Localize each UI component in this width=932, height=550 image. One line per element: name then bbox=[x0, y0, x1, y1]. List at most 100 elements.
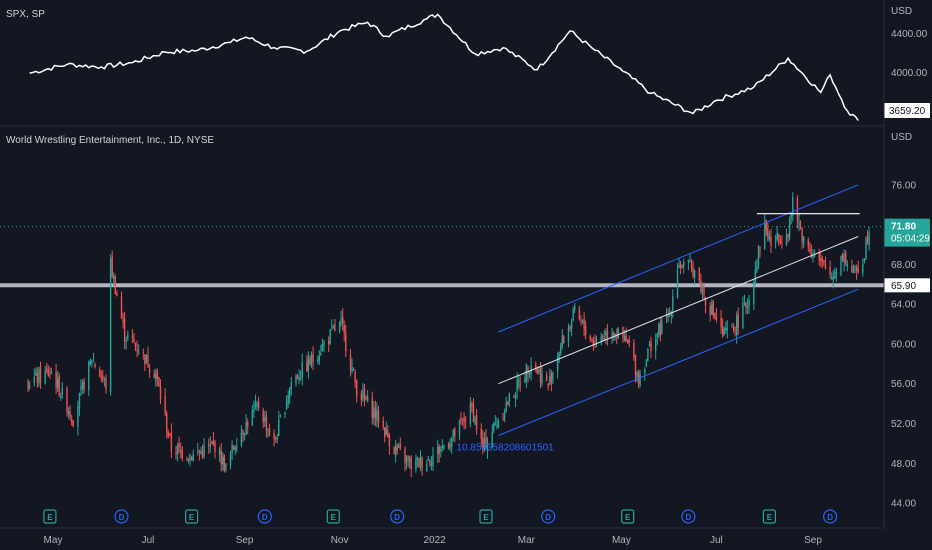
candle bbox=[175, 452, 177, 455]
candle bbox=[581, 320, 584, 323]
candle bbox=[334, 324, 336, 331]
candle bbox=[524, 379, 526, 383]
candle bbox=[360, 393, 363, 400]
candle bbox=[458, 420, 461, 436]
candle bbox=[574, 306, 576, 310]
candle bbox=[374, 407, 377, 419]
dividend-event-marker[interactable] bbox=[822, 509, 838, 524]
candle bbox=[589, 335, 591, 340]
candle bbox=[550, 373, 553, 383]
candle bbox=[28, 385, 31, 388]
candle bbox=[536, 369, 538, 374]
dividend-event-marker[interactable] bbox=[541, 509, 556, 524]
candle bbox=[432, 455, 434, 466]
candle bbox=[100, 377, 102, 379]
candle bbox=[429, 460, 431, 464]
candle bbox=[753, 282, 755, 304]
candle bbox=[92, 361, 95, 363]
candle bbox=[268, 428, 271, 436]
candle bbox=[659, 322, 662, 336]
candle bbox=[701, 289, 704, 292]
candle bbox=[122, 319, 124, 322]
candle bbox=[131, 336, 134, 338]
dividend-event-marker[interactable] bbox=[681, 509, 696, 524]
channel-lower-line[interactable] bbox=[498, 288, 859, 436]
dividend-event-marker[interactable] bbox=[114, 509, 129, 524]
candle bbox=[385, 428, 387, 435]
candle bbox=[602, 336, 604, 338]
earnings-event-marker[interactable] bbox=[326, 509, 340, 524]
candle bbox=[81, 382, 84, 389]
candle bbox=[862, 264, 864, 273]
candle bbox=[317, 360, 319, 362]
candle bbox=[745, 302, 747, 308]
wwe-tick-label: 76.00 bbox=[891, 180, 916, 191]
candle bbox=[273, 432, 275, 439]
candle bbox=[790, 214, 792, 219]
wwe-candles bbox=[27, 192, 870, 478]
candle bbox=[647, 349, 649, 361]
wwe-channel[interactable]: 10.853358208601501 bbox=[456, 184, 860, 454]
candle bbox=[285, 401, 288, 410]
dividend-event-marker[interactable] bbox=[257, 509, 272, 524]
earnings-event-marker[interactable] bbox=[43, 509, 57, 524]
candle bbox=[792, 196, 794, 216]
candle bbox=[331, 326, 333, 328]
candle bbox=[726, 328, 728, 330]
channel-upper-line[interactable] bbox=[498, 184, 859, 333]
candle bbox=[648, 343, 651, 347]
wwe-tick-label: 44.00 bbox=[891, 499, 916, 510]
wwe-drawings[interactable] bbox=[0, 226, 884, 288]
candle bbox=[803, 236, 805, 244]
candle bbox=[419, 456, 422, 466]
candle bbox=[812, 256, 814, 259]
spx-tick-label: 4000.00 bbox=[891, 68, 928, 79]
candle bbox=[742, 303, 744, 328]
earnings-event-marker[interactable] bbox=[185, 509, 199, 524]
candle bbox=[60, 395, 62, 398]
candle bbox=[451, 438, 453, 447]
candle bbox=[709, 306, 711, 316]
candle bbox=[823, 260, 825, 263]
candle bbox=[725, 327, 727, 330]
earnings-event-letter: E bbox=[625, 513, 631, 522]
candle bbox=[328, 340, 330, 344]
candle bbox=[570, 322, 573, 329]
candle bbox=[704, 297, 707, 306]
candle bbox=[474, 417, 476, 425]
candle bbox=[147, 355, 149, 368]
time-tick-label: May bbox=[44, 535, 63, 546]
candle bbox=[482, 438, 484, 448]
candle bbox=[443, 445, 445, 449]
candle bbox=[840, 255, 842, 275]
candle bbox=[556, 357, 559, 371]
candle bbox=[636, 372, 638, 378]
candle bbox=[693, 270, 696, 278]
channel-middle-line[interactable] bbox=[498, 236, 859, 385]
candle bbox=[295, 376, 297, 384]
candle bbox=[296, 375, 299, 379]
candle bbox=[55, 372, 57, 388]
candle bbox=[851, 266, 853, 273]
candle bbox=[88, 361, 90, 391]
candle bbox=[234, 447, 236, 450]
candle bbox=[491, 431, 493, 446]
candle bbox=[398, 446, 400, 448]
earnings-event-letter: E bbox=[189, 513, 195, 522]
candle bbox=[47, 370, 49, 376]
time-axis: May Jul Sep Nov 2022 Mar May Jul Sep bbox=[0, 0, 885, 546]
earnings-event-marker[interactable] bbox=[621, 509, 635, 524]
candle bbox=[416, 457, 419, 460]
candle bbox=[236, 446, 238, 450]
dividend-event-marker[interactable] bbox=[390, 509, 405, 524]
candle bbox=[560, 345, 562, 354]
candle bbox=[342, 316, 344, 324]
candle bbox=[855, 267, 858, 272]
earnings-event-marker[interactable] bbox=[762, 509, 777, 524]
wwe-tick-label: 48.00 bbox=[891, 459, 916, 470]
candle bbox=[71, 419, 73, 422]
candle bbox=[301, 362, 303, 378]
dividend-event-letter: D bbox=[827, 513, 833, 522]
earnings-event-marker[interactable] bbox=[479, 509, 493, 524]
